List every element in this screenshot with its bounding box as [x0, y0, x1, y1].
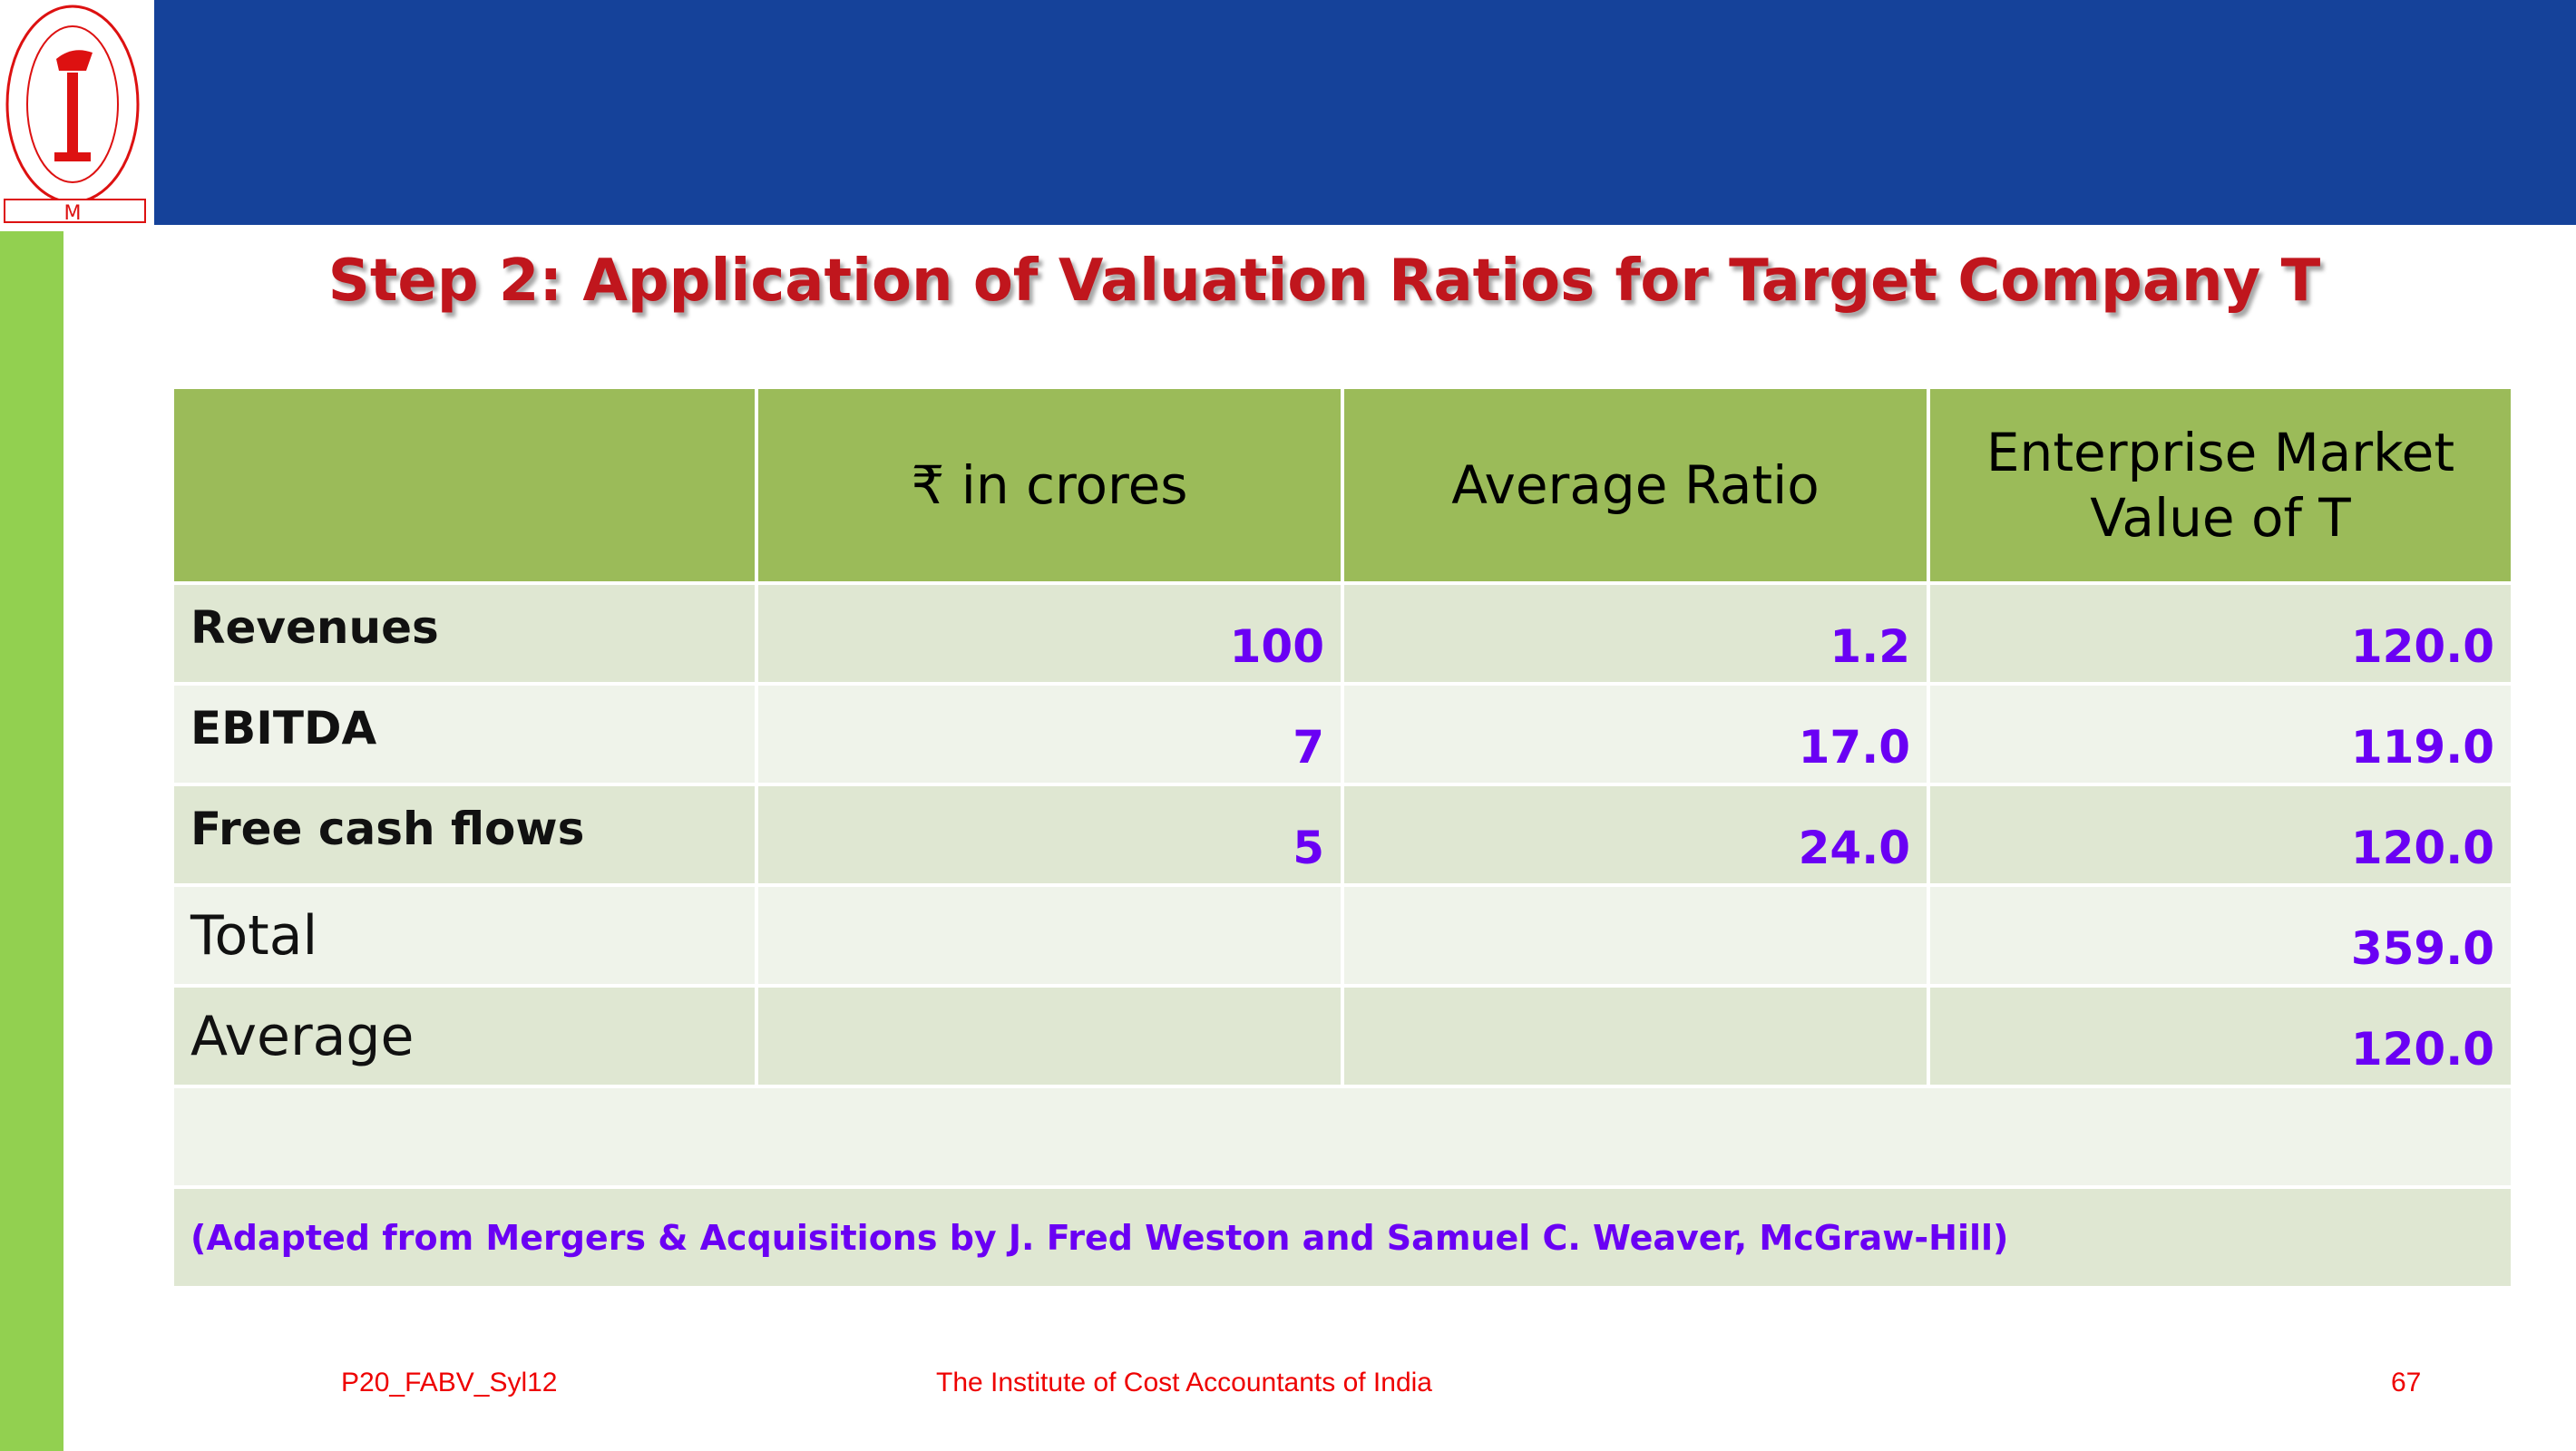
- row-label: Total: [171, 883, 758, 988]
- svg-text:M: M: [64, 202, 82, 225]
- footer-org: The Institute of Cost Accountants of Ind…: [936, 1368, 1432, 1397]
- table-row: Average 120.0: [171, 984, 2514, 1088]
- institute-logo: M: [4, 5, 146, 225]
- page-number: 67: [2391, 1368, 2422, 1397]
- sidebar-accent: [0, 231, 63, 1451]
- header-cell: Average Ratio: [1341, 385, 1930, 585]
- row-label: Free cash flows: [171, 783, 758, 887]
- ratio-cell: 1.2: [1341, 581, 1930, 686]
- emv-cell: 120.0: [1927, 581, 2514, 686]
- emv-cell: 120.0: [1927, 783, 2514, 887]
- ratio-cell: [1341, 883, 1930, 988]
- table-header-row: ₹ in crores Average Ratio Enterprise Mar…: [171, 385, 2514, 585]
- row-label: Average: [171, 984, 758, 1088]
- header-cell: Enterprise Market Value of T: [1927, 385, 2514, 585]
- header-bar: [154, 0, 2576, 225]
- emv-cell: 120.0: [1927, 984, 2514, 1088]
- table-row-note: (Adapted from Mergers & Acquisitions by …: [171, 1185, 2514, 1290]
- table-row: Free cash flows 5 24.0 120.0: [171, 783, 2514, 887]
- header-cell: [171, 385, 758, 585]
- row-label: EBITDA: [171, 682, 758, 786]
- header-cell: ₹ in crores: [755, 385, 1344, 585]
- table-row: EBITDA 7 17.0 119.0: [171, 682, 2514, 786]
- valuation-table: ₹ in crores Average Ratio Enterprise Mar…: [171, 385, 2514, 1290]
- emv-cell: 119.0: [1927, 682, 2514, 786]
- emv-cell: 359.0: [1927, 883, 2514, 988]
- ratio-cell: 24.0: [1341, 783, 1930, 887]
- footer-code: P20_FABV_Syl12: [341, 1368, 558, 1397]
- value-cell: [755, 883, 1344, 988]
- table-row: Total 359.0: [171, 883, 2514, 988]
- row-label: Revenues: [171, 581, 758, 686]
- source-note: (Adapted from Mergers & Acquisitions by …: [171, 1185, 2514, 1290]
- ratio-cell: [1341, 984, 1930, 1088]
- slide-title: Step 2: Application of Valuation Ratios …: [327, 248, 2321, 315]
- empty-cell: [171, 1085, 2514, 1189]
- table-row-empty: [171, 1085, 2514, 1189]
- value-cell: 7: [755, 682, 1344, 786]
- value-cell: 5: [755, 783, 1344, 887]
- value-cell: [755, 984, 1344, 1088]
- value-cell: 100: [755, 581, 1344, 686]
- table-row: Revenues 100 1.2 120.0: [171, 581, 2514, 686]
- ratio-cell: 17.0: [1341, 682, 1930, 786]
